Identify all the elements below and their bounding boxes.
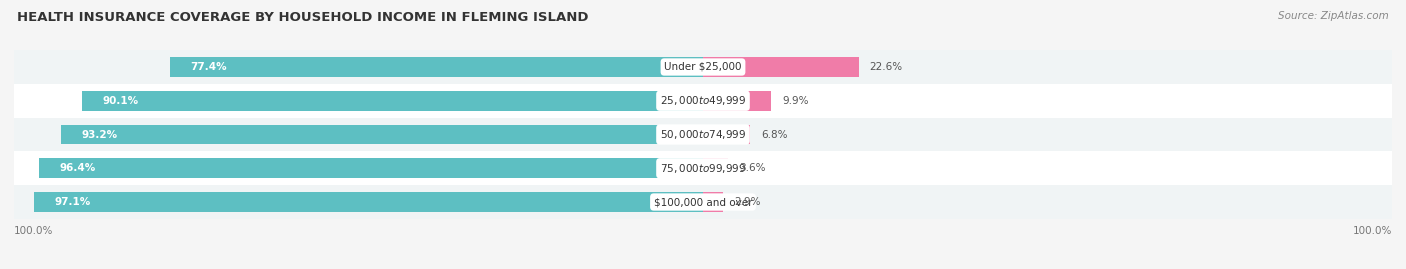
Bar <box>39 158 703 178</box>
Text: $25,000 to $49,999: $25,000 to $49,999 <box>659 94 747 107</box>
Text: $75,000 to $99,999: $75,000 to $99,999 <box>659 162 747 175</box>
Text: 2.9%: 2.9% <box>734 197 761 207</box>
Bar <box>60 125 703 144</box>
Bar <box>703 192 723 212</box>
Text: 93.2%: 93.2% <box>82 129 118 140</box>
Bar <box>83 91 703 111</box>
Bar <box>14 185 1392 219</box>
Text: HEALTH INSURANCE COVERAGE BY HOUSEHOLD INCOME IN FLEMING ISLAND: HEALTH INSURANCE COVERAGE BY HOUSEHOLD I… <box>17 11 588 24</box>
Text: 100.0%: 100.0% <box>14 226 53 236</box>
Text: $100,000 and over: $100,000 and over <box>654 197 752 207</box>
Text: $50,000 to $74,999: $50,000 to $74,999 <box>659 128 747 141</box>
Text: Under $25,000: Under $25,000 <box>664 62 742 72</box>
Text: Source: ZipAtlas.com: Source: ZipAtlas.com <box>1278 11 1389 21</box>
Bar <box>170 57 703 77</box>
Bar <box>14 84 1392 118</box>
Text: 3.6%: 3.6% <box>738 163 765 173</box>
Bar <box>703 57 859 77</box>
Bar <box>703 158 728 178</box>
Text: 6.8%: 6.8% <box>761 129 787 140</box>
Text: 97.1%: 97.1% <box>55 197 91 207</box>
Bar <box>34 192 703 212</box>
Bar <box>14 118 1392 151</box>
Bar <box>14 50 1392 84</box>
Text: 22.6%: 22.6% <box>870 62 903 72</box>
Text: 96.4%: 96.4% <box>59 163 96 173</box>
Text: 9.9%: 9.9% <box>782 96 808 106</box>
Bar <box>703 125 749 144</box>
Text: 77.4%: 77.4% <box>190 62 226 72</box>
Text: 90.1%: 90.1% <box>103 96 139 106</box>
Bar <box>703 91 772 111</box>
Text: 100.0%: 100.0% <box>1353 226 1392 236</box>
Bar <box>14 151 1392 185</box>
